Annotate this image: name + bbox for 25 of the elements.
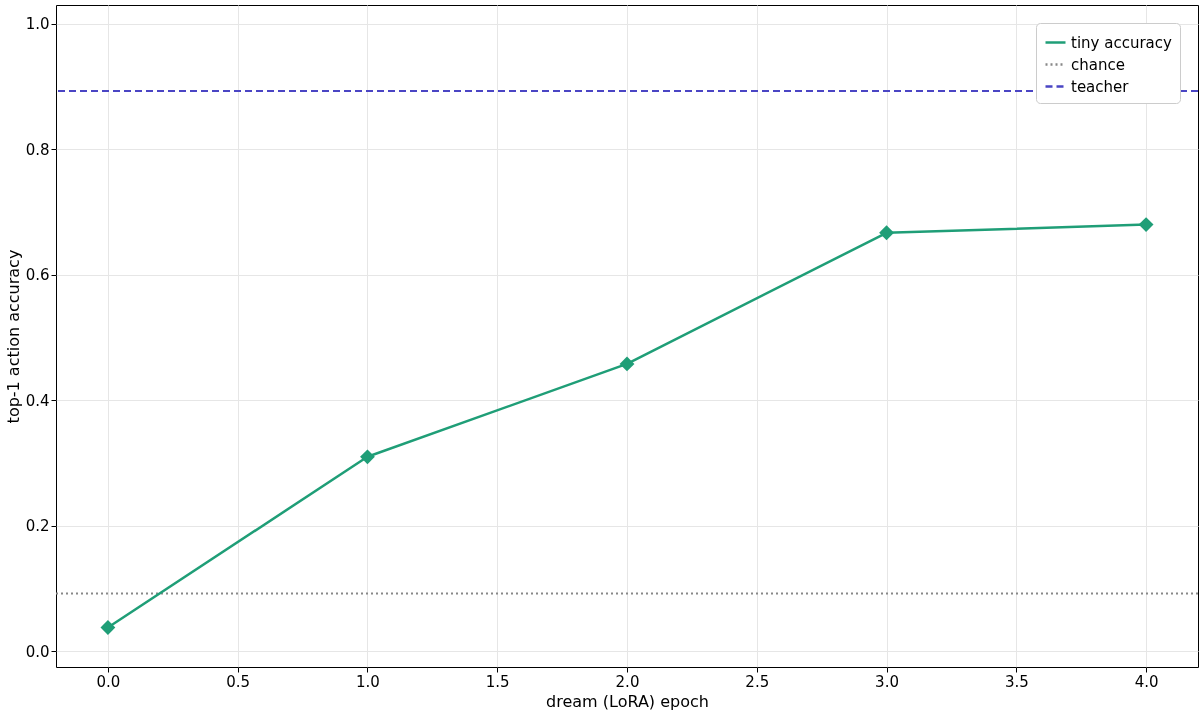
x-tick-label: 0.0 [96, 672, 121, 691]
x-axis-title: dream (LoRA) epoch [546, 691, 709, 711]
x-tick-label: 0.5 [226, 672, 251, 691]
y-tick-label: 0.2 [25, 517, 50, 536]
x-tick-label: 3.0 [875, 672, 899, 691]
point [879, 225, 894, 241]
x-tick-label: 2.5 [745, 672, 770, 691]
y-tick-label: 1.0 [25, 15, 50, 34]
x-tick-label: 1.5 [485, 672, 510, 691]
point [1138, 217, 1154, 233]
y-axis-title: top-1 action accuracy [3, 249, 23, 424]
x-tick-label: 1.0 [356, 672, 380, 691]
legend-label: chance [1071, 55, 1125, 74]
point [360, 449, 375, 465]
x-tick-label: 3.5 [1004, 672, 1029, 691]
y-tick-label: 0.8 [25, 140, 50, 159]
x-tick-label: 2.0 [615, 672, 640, 691]
y-tick-label: 0.4 [25, 391, 50, 410]
x-tick-label: 4.0 [1134, 672, 1159, 691]
point [100, 620, 116, 635]
point [619, 356, 635, 372]
y-tick-label: 0.6 [25, 266, 50, 285]
legend-label: tiny accuracy [1071, 33, 1172, 52]
ref-line-label: teacher [1071, 77, 1130, 96]
y-tick-label: 0.0 [25, 642, 50, 661]
